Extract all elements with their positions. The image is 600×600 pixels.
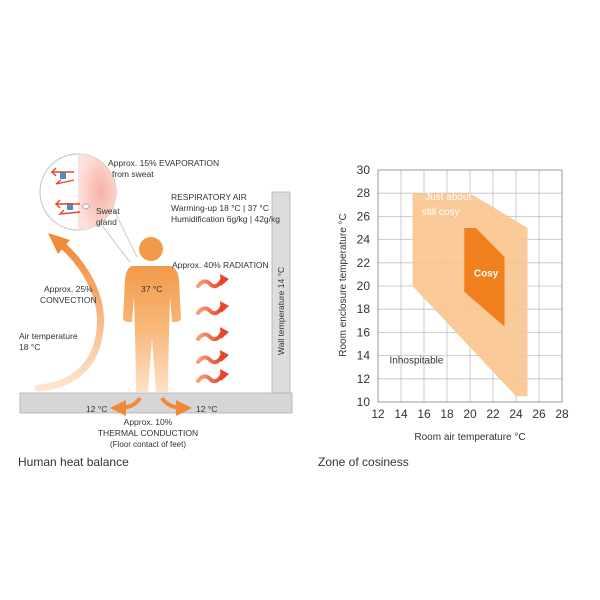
y-tick-label: 30 <box>357 163 371 177</box>
x-tick-label: 12 <box>371 407 385 421</box>
y-tick-label: 20 <box>357 279 371 293</box>
floor-temp-left: 12 °C <box>86 404 107 414</box>
conduction-arrow-left <box>110 396 142 416</box>
sweat-gland-line1: Sweat <box>96 206 120 216</box>
y-tick-label: 28 <box>357 186 371 200</box>
conduction-line1: Approx. 10% <box>124 417 173 427</box>
y-axis-label: Room enclosure temperature °C <box>338 213 349 357</box>
convection-arrow-head <box>48 233 70 254</box>
sweat-gland-icon <box>81 203 91 210</box>
floor <box>19 392 293 414</box>
evaporation-arrow-icon <box>58 209 81 215</box>
water-drop-icon <box>67 203 73 210</box>
respiratory-line1: Warming-up 18 °C | 37 °C <box>171 203 269 213</box>
evaporation-arrow-icon <box>50 167 74 177</box>
water-drop-icon <box>60 172 66 179</box>
x-tick-label: 14 <box>394 407 408 421</box>
radiation-arrow <box>196 301 229 316</box>
cosiness-caption: Zone of cosiness <box>318 455 409 469</box>
radiation-arrow <box>196 369 229 384</box>
x-tick-label: 24 <box>509 407 523 421</box>
chart-frame <box>377 169 563 403</box>
zone-label-cosy: Cosy <box>474 269 499 280</box>
plot-border <box>377 169 563 403</box>
zone-label-still-cosy-line2: still cosy <box>422 207 460 218</box>
convection-arrow <box>34 239 105 392</box>
x-tick-label: 20 <box>463 407 477 421</box>
y-tick-label: 10 <box>357 395 371 409</box>
y-axis-ticks: 10 12 14 16 18 20 22 24 26 28 30 <box>357 163 371 409</box>
y-tick-label: 16 <box>357 325 371 339</box>
y-tick-label: 14 <box>357 349 371 363</box>
heat-balance-caption: Human heat balance <box>18 455 129 469</box>
conduction-arrow-right <box>160 396 192 416</box>
radiation-label: Approx. 40% RADIATION <box>172 260 269 270</box>
evaporation-arrow-icon <box>54 199 80 209</box>
wall-temperature-label: Wall temperature 14 °C <box>276 267 286 355</box>
y-tick-label: 26 <box>357 209 371 223</box>
torso <box>123 266 181 392</box>
y-tick-label: 22 <box>357 256 371 270</box>
annotation-inhospitable: Inhospitable <box>390 356 444 367</box>
conduction-line3: (Floor contact of feet) <box>110 440 186 449</box>
radiation-arrow <box>196 274 229 289</box>
chart-zones <box>412 193 528 397</box>
body-temperature: 37 °C <box>141 284 162 294</box>
evaporation-line2: from sweat <box>112 169 154 179</box>
respiratory-title: RESPIRATORY AIR <box>171 192 247 202</box>
x-tick-label: 16 <box>417 407 431 421</box>
cosiness-chart: 12 14 16 18 20 22 24 26 28 101214161820222426283… <box>338 163 569 443</box>
y-tick-label: 24 <box>357 233 371 247</box>
head <box>139 237 163 261</box>
wall <box>271 191 291 394</box>
floor-temp-right: 12 °C <box>196 404 217 414</box>
heat-balance-diagram: Wall temperature 14 °C 37 °C 12 °C 12 °C… <box>19 153 293 449</box>
x-tick-label: 28 <box>555 407 569 421</box>
x-tick-label: 22 <box>486 407 500 421</box>
convection-line2: CONVECTION <box>40 295 97 305</box>
radiation-arrow <box>196 350 229 365</box>
air-temperature-line2: 18 °C <box>19 342 40 352</box>
respiratory-line2: Humidification 6g/kg | 42g/kg <box>171 214 280 224</box>
zone-labels: Just about still cosy Cosy Inhospitable <box>390 192 499 367</box>
evaporation-arrow-icon <box>55 179 75 185</box>
evaporation-line1: Approx. 15% EVAPORATION <box>108 158 219 168</box>
x-tick-label: 26 <box>532 407 546 421</box>
sweat-gland-line2: gland <box>96 217 117 227</box>
y-tick-label: 12 <box>357 372 371 386</box>
radiation-arrows <box>196 274 229 384</box>
x-axis-ticks: 12 14 16 18 20 22 24 26 28 <box>371 407 569 421</box>
x-axis-label: Room air temperature °C <box>414 432 525 443</box>
y-tick-label: 18 <box>357 302 371 316</box>
radiation-arrow <box>196 327 229 342</box>
zone-label-still-cosy-line1: Just about <box>425 192 471 203</box>
convection-line1: Approx. 25% <box>44 284 93 294</box>
x-tick-label: 18 <box>440 407 454 421</box>
human-body: 37 °C <box>123 237 181 392</box>
sweat-magnifier: Sweat gland <box>39 153 138 263</box>
conduction-line2: THERMAL CONDUCTION <box>98 428 198 438</box>
air-temperature-line1: Air temperature <box>19 331 78 341</box>
zone-cosy <box>464 228 505 327</box>
